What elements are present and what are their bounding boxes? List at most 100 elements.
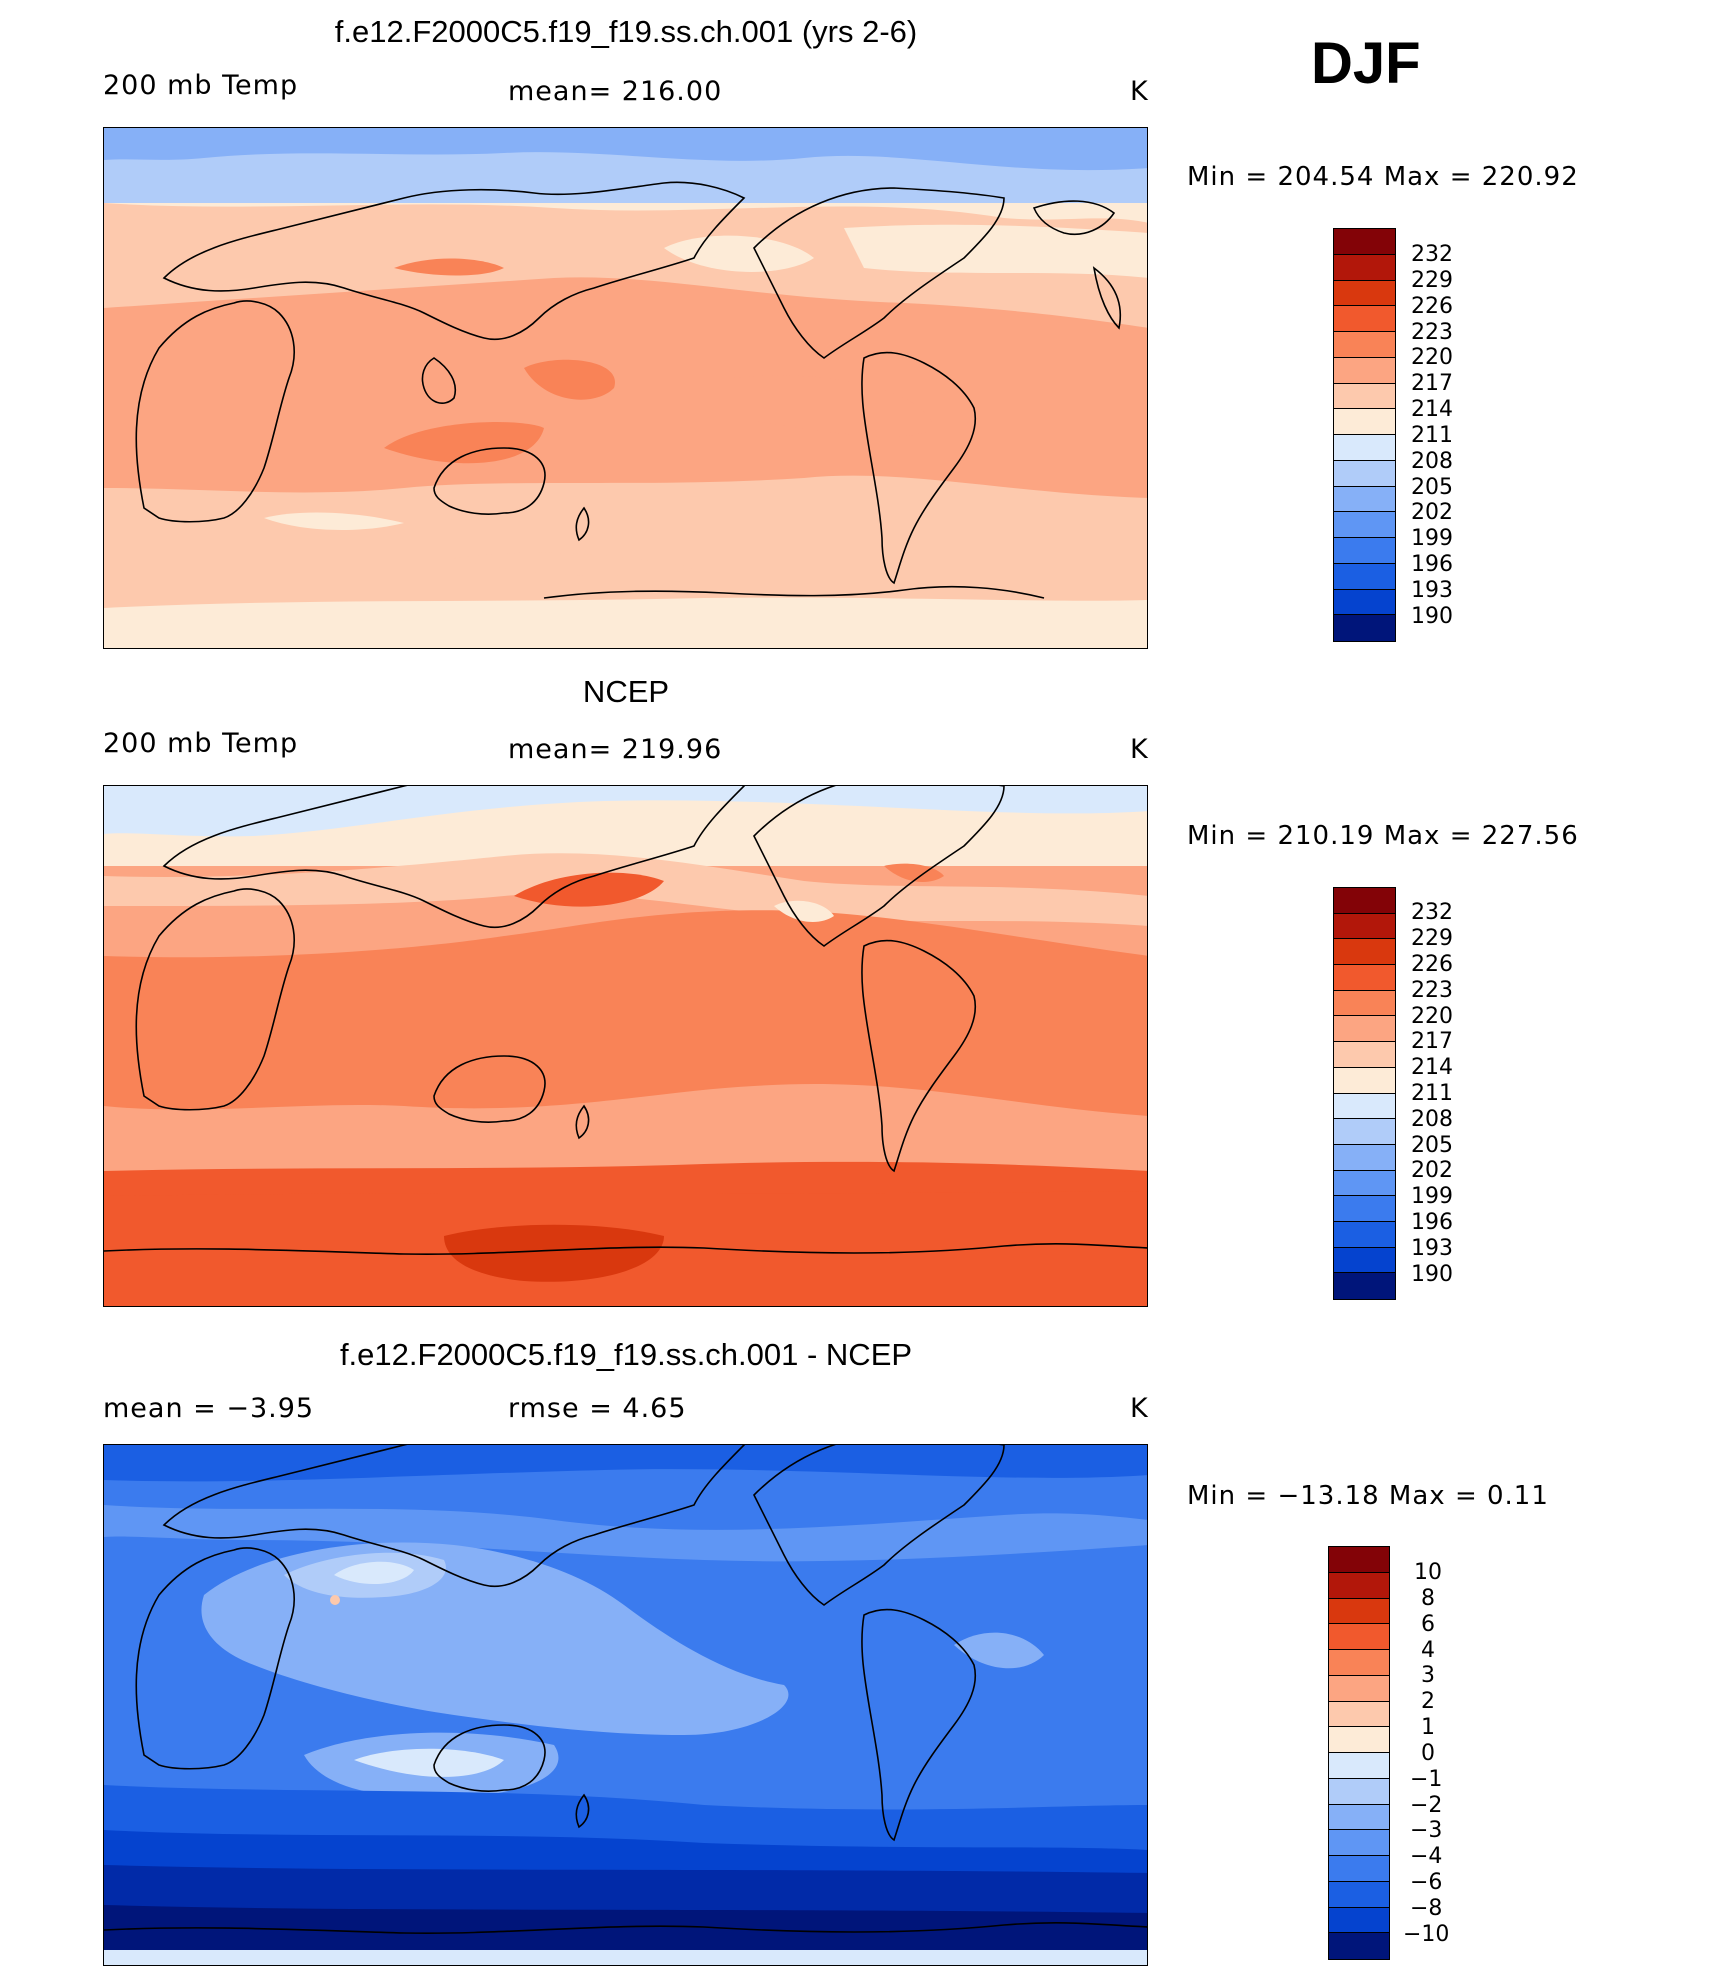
colorbar-label: 0 bbox=[1421, 1741, 1435, 1766]
colorbar-label: 3 bbox=[1421, 1663, 1435, 1688]
colorbar-label: 217 bbox=[1411, 1029, 1453, 1054]
colorbar-swatch bbox=[1334, 512, 1395, 538]
colorbar-label: 232 bbox=[1411, 900, 1453, 925]
colorbar-swatch bbox=[1329, 1572, 1389, 1599]
colorbar-swatch bbox=[1334, 357, 1395, 384]
colorbar-swatch bbox=[1334, 1170, 1395, 1197]
colorbar-swatch bbox=[1334, 435, 1395, 461]
panel3-minmax: Min = −13.18 Max = 0.11 bbox=[1187, 1481, 1549, 1511]
colorbar-swatch bbox=[1334, 1247, 1395, 1274]
colorbar-label: −1 bbox=[1410, 1767, 1443, 1792]
panel1-units: K bbox=[1130, 76, 1149, 107]
colorbar-label: 229 bbox=[1411, 926, 1453, 951]
colorbar-label: 232 bbox=[1411, 242, 1453, 267]
colorbar-label: 211 bbox=[1411, 1081, 1453, 1106]
colorbar-swatch bbox=[1334, 1093, 1395, 1120]
colorbar-swatch bbox=[1334, 306, 1395, 332]
colorbar-label: 211 bbox=[1411, 423, 1453, 448]
panel3-map bbox=[103, 1444, 1148, 1966]
colorbar-label: −8 bbox=[1410, 1896, 1443, 1921]
colorbar-swatch bbox=[1334, 486, 1395, 513]
colorbar-swatch bbox=[1329, 1907, 1389, 1934]
colorbar-label: 208 bbox=[1411, 1107, 1453, 1132]
panel2-title: NCEP bbox=[582, 674, 670, 709]
panel3-mean-label: mean = −3.95 bbox=[103, 1393, 315, 1424]
colorbar-label: 193 bbox=[1411, 578, 1453, 603]
colorbar-swatch bbox=[1334, 332, 1395, 358]
colorbar-swatch bbox=[1334, 589, 1395, 616]
colorbar-swatch bbox=[1329, 1804, 1389, 1831]
colorbar-label: −2 bbox=[1410, 1793, 1443, 1818]
colorbar-swatch bbox=[1329, 1778, 1389, 1805]
colorbar-label: 190 bbox=[1411, 604, 1453, 629]
colorbar-swatch bbox=[1334, 254, 1395, 281]
panel3-units: K bbox=[1130, 1393, 1149, 1424]
colorbar-label: −6 bbox=[1410, 1870, 1443, 1895]
colorbar-label: 223 bbox=[1411, 320, 1453, 345]
colorbar-swatch bbox=[1329, 1753, 1389, 1779]
panel1-mean-label: mean= 216.00 bbox=[508, 76, 723, 107]
colorbar-swatch bbox=[1329, 1933, 1389, 1959]
colorbar-label: 196 bbox=[1411, 552, 1453, 577]
colorbar-label: 205 bbox=[1411, 475, 1453, 500]
colorbar-swatch bbox=[1329, 1547, 1389, 1573]
colorbar-label: 196 bbox=[1411, 1210, 1453, 1235]
colorbar-label: 214 bbox=[1411, 397, 1453, 422]
colorbar-swatch bbox=[1334, 939, 1395, 966]
panel1-minmax: Min = 204.54 Max = 220.92 bbox=[1187, 162, 1579, 192]
colorbar-swatch bbox=[1334, 990, 1395, 1017]
colorbar-label: 193 bbox=[1411, 1236, 1453, 1261]
colorbar-swatch bbox=[1334, 460, 1395, 487]
colorbar-label: 202 bbox=[1411, 500, 1453, 525]
colorbar-swatch bbox=[1334, 1144, 1395, 1171]
panel2-units: K bbox=[1130, 734, 1149, 765]
colorbar-swatch bbox=[1334, 1016, 1395, 1043]
colorbar-swatch bbox=[1334, 1221, 1395, 1248]
colorbar-label: −4 bbox=[1410, 1844, 1443, 1869]
panel2-colorbar bbox=[1333, 887, 1396, 1300]
colorbar-label: 8 bbox=[1421, 1586, 1435, 1611]
colorbar-label: 220 bbox=[1411, 345, 1453, 370]
panel2-map bbox=[103, 785, 1148, 1307]
colorbar-label: 190 bbox=[1411, 1262, 1453, 1287]
colorbar-swatch bbox=[1329, 1650, 1389, 1676]
colorbar-swatch bbox=[1334, 615, 1395, 641]
colorbar-label: 202 bbox=[1411, 1158, 1453, 1183]
colorbar-swatch bbox=[1334, 888, 1395, 914]
panel2-mean-label: mean= 219.96 bbox=[508, 734, 723, 765]
panel1-title: f.e12.F2000C5.f19_f19.ss.ch.001 (yrs 2-6… bbox=[334, 14, 918, 49]
panel2-variable-label: 200 mb Temp bbox=[103, 728, 299, 759]
colorbar-label: 199 bbox=[1411, 1184, 1453, 1209]
colorbar-label: 223 bbox=[1411, 978, 1453, 1003]
colorbar-swatch bbox=[1334, 383, 1395, 410]
colorbar-swatch bbox=[1334, 1119, 1395, 1145]
panel2-minmax: Min = 210.19 Max = 227.56 bbox=[1187, 821, 1579, 851]
colorbar-label: 220 bbox=[1411, 1004, 1453, 1029]
colorbar-swatch bbox=[1334, 538, 1395, 564]
colorbar-swatch bbox=[1334, 563, 1395, 590]
colorbar-label: 226 bbox=[1411, 952, 1453, 977]
panel3-rmse-label: rmse = 4.65 bbox=[508, 1393, 687, 1424]
colorbar-swatch bbox=[1334, 1042, 1395, 1068]
colorbar-label: 226 bbox=[1411, 294, 1453, 319]
colorbar-swatch bbox=[1334, 1273, 1395, 1299]
panel1-variable-label: 200 mb Temp bbox=[103, 70, 299, 101]
colorbar-swatch bbox=[1334, 1196, 1395, 1222]
panel3-colorbar bbox=[1328, 1546, 1390, 1960]
colorbar-label: 4 bbox=[1421, 1638, 1435, 1663]
colorbar-label: 214 bbox=[1411, 1055, 1453, 1080]
colorbar-swatch bbox=[1334, 229, 1395, 255]
colorbar-swatch bbox=[1329, 1701, 1389, 1728]
colorbar-swatch bbox=[1334, 1067, 1395, 1094]
colorbar-label: 1 bbox=[1421, 1715, 1435, 1740]
colorbar-label: 6 bbox=[1421, 1612, 1435, 1637]
colorbar-swatch bbox=[1329, 1598, 1389, 1625]
colorbar-label: −10 bbox=[1403, 1922, 1450, 1947]
colorbar-swatch bbox=[1334, 913, 1395, 940]
panel1-colorbar bbox=[1333, 228, 1396, 642]
colorbar-label: 10 bbox=[1414, 1560, 1442, 1585]
colorbar-swatch bbox=[1329, 1856, 1389, 1882]
colorbar-label: 229 bbox=[1411, 268, 1453, 293]
colorbar-swatch bbox=[1334, 280, 1395, 307]
colorbar-swatch bbox=[1329, 1830, 1389, 1856]
